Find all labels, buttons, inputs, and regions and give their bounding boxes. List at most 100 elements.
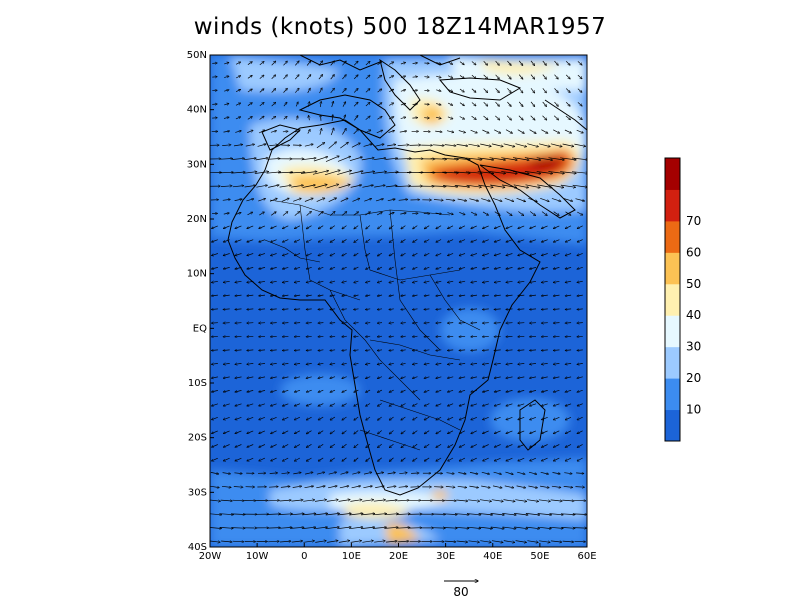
wind-arrow bbox=[401, 363, 406, 364]
wind-arrow bbox=[401, 403, 406, 407]
wind-arrow bbox=[212, 403, 219, 406]
wind-arrow bbox=[480, 540, 491, 543]
wind-arrow bbox=[295, 61, 299, 66]
wind-arrow bbox=[436, 377, 442, 379]
wind-arrow bbox=[294, 212, 300, 216]
wind-arrow bbox=[283, 267, 289, 269]
wind-arrow bbox=[330, 363, 336, 364]
wind-arrow bbox=[326, 184, 339, 189]
wind-arrow bbox=[518, 430, 525, 434]
wind-arrow bbox=[564, 473, 572, 474]
wind-arrow bbox=[378, 225, 382, 229]
wind-arrow bbox=[541, 336, 548, 337]
wind-arrow bbox=[212, 253, 219, 256]
wind-arrow bbox=[283, 389, 289, 392]
wind-arrow bbox=[565, 416, 572, 420]
wind-arrow bbox=[471, 267, 477, 269]
wind-arrow bbox=[283, 102, 287, 107]
wind-arrow bbox=[210, 541, 220, 542]
wind-arrow bbox=[471, 225, 477, 229]
wind-arrow bbox=[294, 323, 301, 324]
wind-arrow bbox=[304, 486, 314, 489]
wind-arrow bbox=[223, 213, 229, 214]
wind-arrow bbox=[269, 198, 277, 202]
wind-arrow bbox=[318, 253, 324, 255]
wind-arrow bbox=[353, 75, 358, 80]
wind-arrow bbox=[259, 363, 266, 364]
wind-arrow bbox=[354, 323, 359, 324]
wind-arrow bbox=[385, 541, 397, 542]
wind-arrow bbox=[223, 377, 230, 378]
wind-arrow bbox=[412, 63, 418, 64]
wind-arrow bbox=[494, 444, 501, 448]
wind-arrow bbox=[389, 389, 394, 392]
wind-arrow bbox=[577, 430, 583, 434]
colorbar-swatch bbox=[665, 252, 680, 285]
wind-arrow bbox=[494, 363, 501, 364]
wind-arrow bbox=[377, 377, 383, 379]
wind-arrow bbox=[575, 198, 585, 201]
wind-arrow bbox=[354, 116, 357, 121]
wind-arrow bbox=[330, 443, 336, 447]
wind-arrow bbox=[362, 541, 373, 543]
wind-arrow bbox=[565, 444, 572, 447]
wind-arrow bbox=[232, 186, 244, 187]
wind-arrow bbox=[294, 403, 301, 406]
wind-arrow bbox=[413, 377, 418, 379]
wind-arrow bbox=[424, 266, 430, 269]
wind-arrow bbox=[466, 184, 482, 187]
wind-arrow bbox=[280, 486, 290, 487]
wind-arrow bbox=[269, 145, 278, 146]
wind-arrow bbox=[282, 212, 288, 216]
wind-arrow bbox=[398, 486, 408, 487]
wind-arrow bbox=[494, 403, 501, 406]
wind-arrow bbox=[295, 102, 298, 107]
wind-arrow bbox=[436, 90, 441, 91]
wind-arrow bbox=[318, 444, 324, 447]
wind-arrow bbox=[542, 416, 548, 419]
wind-arrow bbox=[337, 527, 351, 530]
wind-arrow bbox=[222, 199, 230, 200]
wind-arrow bbox=[507, 60, 511, 65]
wind-arrow bbox=[506, 430, 513, 434]
wind-arrow bbox=[553, 253, 560, 256]
wind-arrow bbox=[243, 158, 256, 161]
wind-arrow bbox=[565, 295, 572, 296]
wind-arrow bbox=[530, 403, 537, 406]
wind-arrow bbox=[455, 527, 468, 528]
wind-arrow bbox=[342, 239, 347, 242]
wind-arrow bbox=[542, 60, 547, 65]
wind-arrow bbox=[283, 416, 289, 420]
wind-arrow bbox=[232, 500, 244, 501]
wind-arrow bbox=[389, 252, 394, 256]
wind-arrow bbox=[553, 115, 558, 120]
wind-arrow bbox=[577, 88, 582, 93]
colorbar-label: 40 bbox=[686, 308, 701, 322]
wind-arrow bbox=[577, 295, 583, 296]
wind-arrow bbox=[448, 225, 454, 229]
wind-arrow bbox=[576, 129, 584, 133]
wind-arrow bbox=[565, 377, 572, 378]
wind-arrow bbox=[318, 377, 324, 379]
wind-arrow bbox=[354, 457, 359, 462]
wind-arrow bbox=[325, 527, 339, 530]
wind-arrow bbox=[373, 158, 386, 161]
wind-arrow bbox=[412, 104, 418, 105]
wind-arrow bbox=[247, 225, 254, 229]
wind-arrow bbox=[412, 77, 418, 78]
reference-vector: 80 bbox=[444, 581, 478, 599]
wind-arrow bbox=[389, 323, 394, 324]
wind-arrow bbox=[290, 527, 304, 528]
wind-arrow bbox=[212, 444, 218, 448]
wind-arrow bbox=[480, 143, 491, 146]
wind-arrow bbox=[210, 485, 219, 487]
wind-arrow bbox=[223, 281, 230, 282]
wind-arrow bbox=[537, 526, 551, 528]
wind-arrow bbox=[350, 500, 361, 502]
wind-arrow bbox=[551, 486, 561, 487]
wind-arrow bbox=[271, 309, 277, 310]
wind-arrow bbox=[459, 430, 466, 434]
wind-arrow bbox=[385, 500, 397, 501]
wind-arrow bbox=[294, 266, 301, 269]
wind-arrow bbox=[340, 142, 348, 149]
